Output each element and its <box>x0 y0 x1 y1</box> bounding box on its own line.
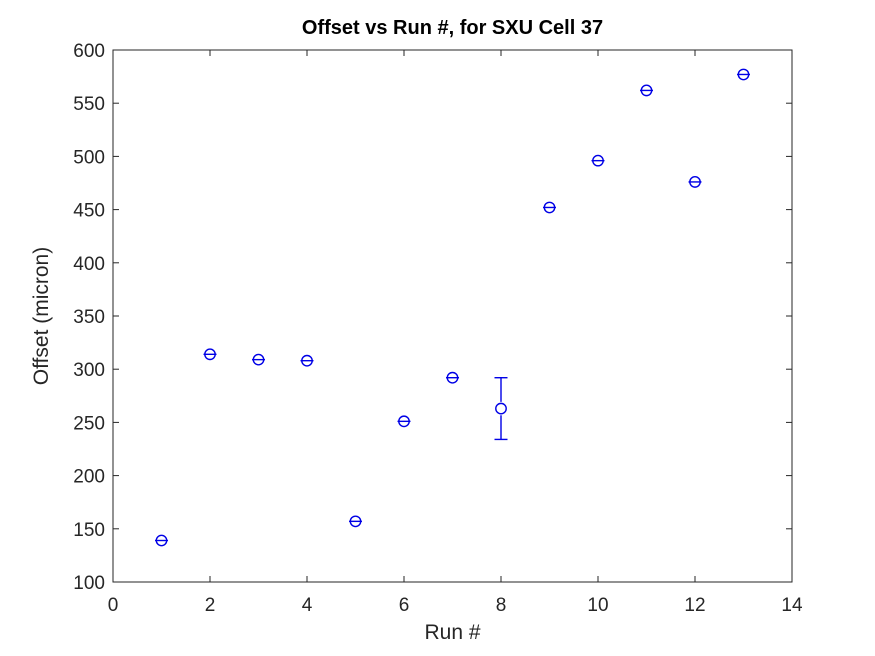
data-point-run-1 <box>155 534 168 547</box>
marker-circle <box>737 68 750 81</box>
marker-circle <box>640 84 653 97</box>
y-tick-label: 250 <box>73 413 105 434</box>
marker-circle <box>252 353 265 366</box>
y-tick-labels: 100 150 200 250 300 350 400 450 500 550 600 <box>73 41 105 594</box>
data-point-run-8 <box>494 377 508 441</box>
y-tick-label: 350 <box>73 307 105 328</box>
marker-circle <box>155 534 168 547</box>
x-tick-label: 12 <box>684 595 705 616</box>
data-point-run-11 <box>640 84 653 97</box>
data-point-run-2 <box>203 348 217 361</box>
marker-circle <box>446 371 459 384</box>
marker-circle <box>543 201 556 214</box>
marker-circle <box>592 154 604 167</box>
y-tick-label: 150 <box>73 520 105 541</box>
x-tick-labels: 0 2 4 6 8 10 12 14 <box>108 595 803 616</box>
x-tick-label: 14 <box>781 595 803 616</box>
marker-circle <box>689 176 701 188</box>
x-tick-label: 4 <box>302 595 313 616</box>
marker-circle <box>398 415 410 428</box>
x-tick-label: 10 <box>587 595 608 616</box>
marker-circle <box>301 354 313 367</box>
data-point-run-9 <box>543 201 556 214</box>
data-point-run-3 <box>252 353 265 366</box>
y-tick-label: 550 <box>73 94 105 115</box>
axis-ticks <box>112 49 793 583</box>
data-point-run-13 <box>737 68 750 81</box>
y-tick-label: 450 <box>73 201 105 222</box>
chart-title: Offset vs Run #, for SXU Cell 37 <box>301 17 604 39</box>
data-point-run-4 <box>300 354 314 367</box>
y-tick-label: 300 <box>73 360 105 381</box>
y-axis-label: Offset (micron) <box>30 246 53 386</box>
plot-box <box>112 49 793 583</box>
data-point-run-10 <box>591 154 605 167</box>
x-tick-label: 0 <box>108 595 119 616</box>
marker-circle <box>495 402 507 415</box>
y-tick-label: 100 <box>73 573 105 594</box>
y-tick-label: 500 <box>73 147 105 168</box>
x-tick-label: 6 <box>399 595 410 616</box>
y-tick-label: 200 <box>73 467 105 488</box>
y-tick-label: 400 <box>73 254 105 275</box>
x-axis-label: Run # <box>424 621 481 644</box>
data-point-run-12 <box>688 176 702 188</box>
data-point-run-7 <box>446 371 459 384</box>
x-tick-label: 2 <box>205 595 216 616</box>
marker-circle <box>204 348 216 361</box>
series-offset <box>155 68 750 547</box>
data-point-run-5 <box>349 515 362 528</box>
x-tick-label: 8 <box>496 595 507 616</box>
marker-circle <box>349 515 362 528</box>
data-point-run-6 <box>397 415 411 428</box>
y-tick-label: 600 <box>73 41 105 62</box>
